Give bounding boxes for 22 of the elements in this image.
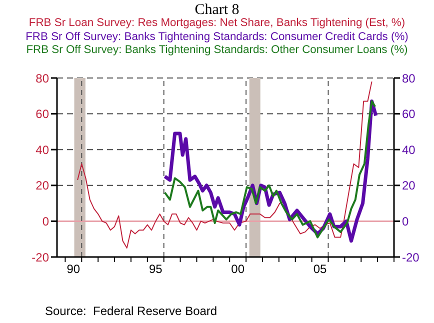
- y-tick-label: 60: [36, 107, 50, 122]
- y2-tick-label: 20: [402, 178, 416, 193]
- x-tick-label: 00: [231, 262, 245, 276]
- y-tick-label: 20: [36, 178, 50, 193]
- x-tick-label: 95: [148, 262, 163, 276]
- y2-tick-label: -20: [402, 250, 420, 264]
- source-note: Source: Federal Reserve Board: [45, 304, 218, 318]
- text: FRB Sr Loan Survey: Res Mortgages: Net Share, Banks Tightening (Est, %): [28, 17, 406, 30]
- y-tick-label: 80: [36, 71, 50, 86]
- y2-tick-label: 40: [402, 142, 416, 157]
- chart-title: Chart 8: [194, 2, 240, 18]
- y2-tick-label: 80: [402, 71, 416, 86]
- y2-tick-label: 60: [402, 107, 416, 122]
- y-tick-label: 0: [42, 214, 50, 228]
- text: FRB Sr Off Survey: Banks Tightening Standards: Consumer Credit Cards (%): [24, 30, 410, 44]
- y-tick-label: -20: [32, 250, 50, 264]
- x-tick-label: 90: [66, 262, 80, 276]
- y-tick-label: 40: [36, 142, 50, 157]
- x-tick-label: 05: [313, 262, 328, 276]
- line-series: [77, 81, 372, 249]
- y2-tick-label: 0: [402, 214, 409, 228]
- text: FRB Sr Off Survey: Banks Tightening Standards: Other Consumer Loans (%): [25, 44, 409, 58]
